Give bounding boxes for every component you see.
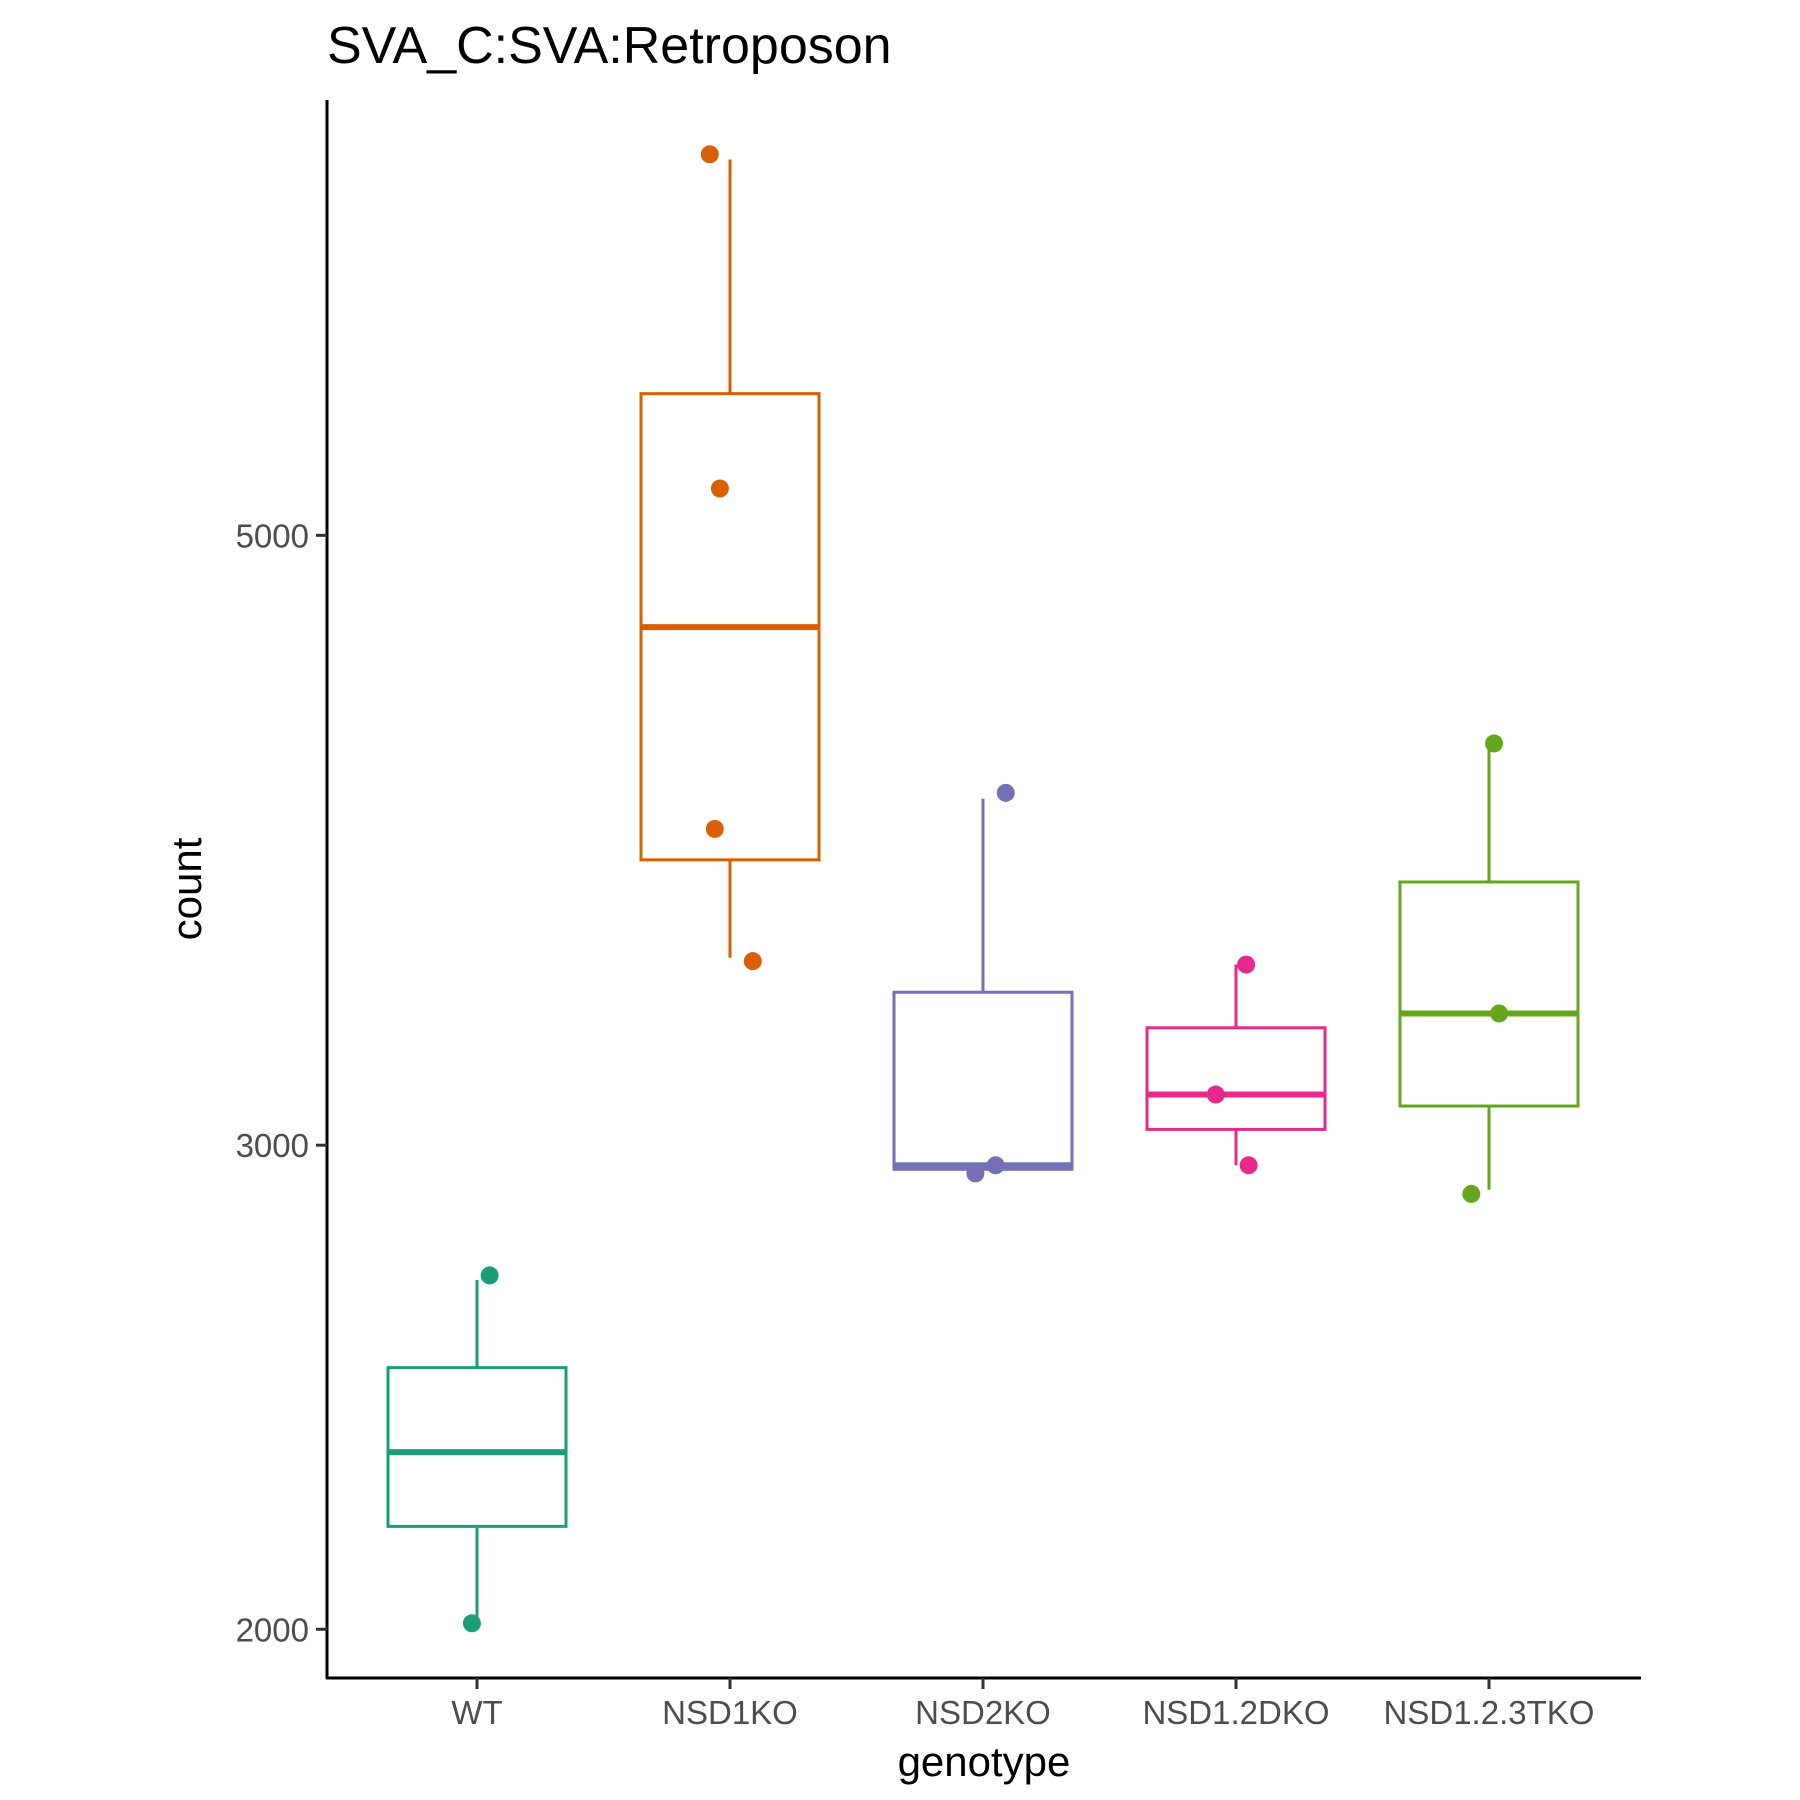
y-tick-label-3000: 3000 <box>236 1127 309 1164</box>
y-tick-label-5000: 5000 <box>236 517 309 554</box>
x-axis-title: genotype <box>898 1738 1071 1785</box>
data-point-NSD1KO-1 <box>743 952 762 971</box>
data-point-NSD1.2DKO-2 <box>1206 1085 1225 1104</box>
box-WT <box>386 1279 568 1624</box>
box-NSD1.2.3TKO <box>1398 749 1580 1190</box>
y-tick-label-2000: 2000 <box>236 1611 309 1648</box>
data-point-NSD1.2.3TKO-3 <box>1485 734 1504 753</box>
x-tick-label-NSD2KO: NSD2KO <box>915 1694 1051 1731</box>
data-point-NSD1.2DKO-3 <box>1237 955 1256 974</box>
data-point-NSD2KO-2 <box>986 1156 1005 1175</box>
iqr-box-WT <box>386 1366 568 1528</box>
chart-title: SVA_C:SVA:Retroposon <box>327 17 892 75</box>
plot-panel <box>386 145 1580 1633</box>
data-point-NSD1KO-3 <box>710 479 729 498</box>
box-NSD2KO <box>892 798 1074 1171</box>
data-point-NSD1.2DKO-1 <box>1239 1156 1258 1175</box>
data-point-WT-2 <box>480 1266 499 1285</box>
data-point-WT-1 <box>462 1614 481 1633</box>
box-NSD1.2DKO <box>1145 964 1327 1166</box>
data-point-NSD2KO-1 <box>966 1164 985 1183</box>
data-point-NSD1KO-2 <box>705 819 724 838</box>
x-tick-label-WT: WT <box>451 1694 502 1731</box>
data-point-NSD2KO-3 <box>996 783 1015 802</box>
y-axis-title: count <box>163 837 210 940</box>
data-point-NSD1KO-4 <box>700 145 719 164</box>
x-tick-label-NSD1.2DKO: NSD1.2DKO <box>1142 1694 1329 1731</box>
data-point-NSD1.2.3TKO-2 <box>1490 1004 1509 1023</box>
x-tick-label-NSD1.2.3TKO: NSD1.2.3TKO <box>1384 1694 1595 1731</box>
iqr-box-NSD1.2DKO <box>1145 1026 1327 1131</box>
box-NSD1KO <box>639 159 821 958</box>
data-point-NSD1.2.3TKO-1 <box>1462 1184 1481 1203</box>
iqr-box-NSD1.2.3TKO <box>1398 880 1580 1108</box>
iqr-box-NSD2KO <box>892 990 1074 1171</box>
x-tick-label-NSD1KO: NSD1KO <box>662 1694 798 1731</box>
axes: 2000 3000 5000 WT NSD1KO NSD2KO NSD1.2DKO NSD1.… <box>236 100 1641 1731</box>
